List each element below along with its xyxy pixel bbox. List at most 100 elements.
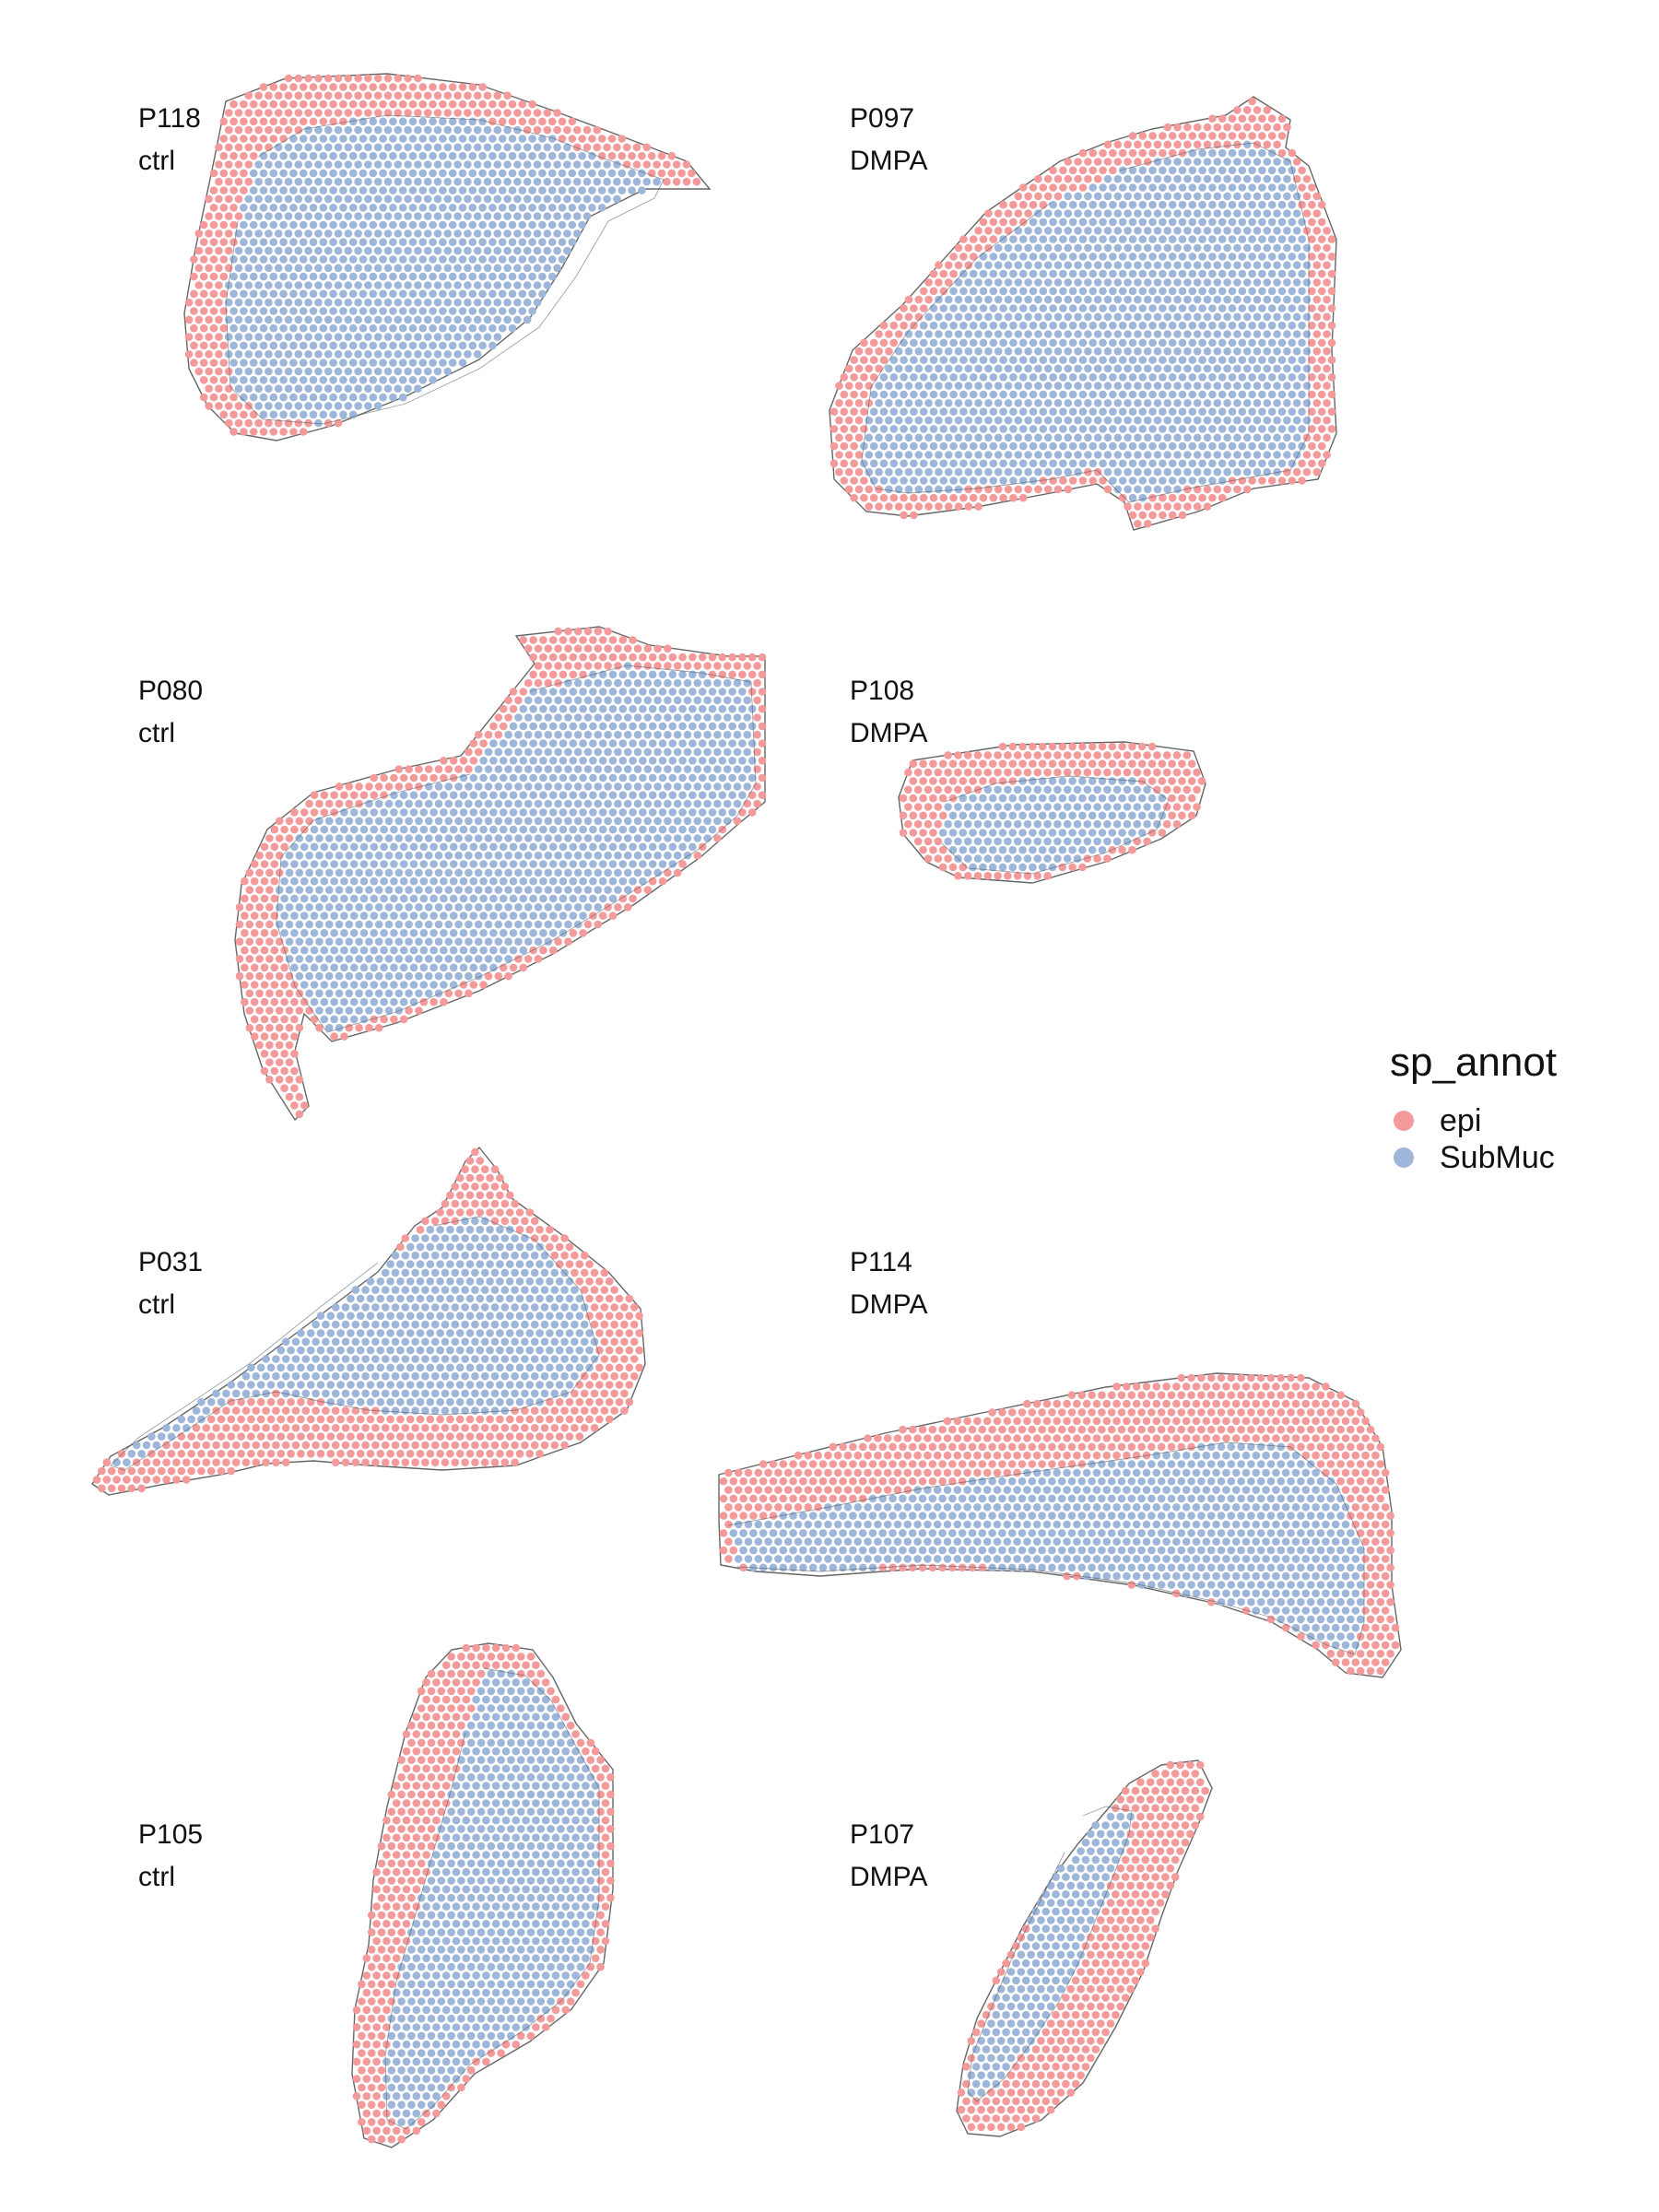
submucosa-spot xyxy=(648,688,657,696)
submucosa-spot xyxy=(1283,192,1291,201)
submucosa-spot xyxy=(305,955,313,963)
submucosa-spot xyxy=(269,255,278,264)
submucosa-spot xyxy=(384,920,394,929)
epithelium-spot xyxy=(433,109,442,117)
submucosa-spot xyxy=(935,416,943,425)
submucosa-spot xyxy=(479,842,488,852)
epithelium-spot xyxy=(667,151,677,160)
submucosa-spot xyxy=(409,808,418,817)
epithelium-spot xyxy=(974,502,982,511)
submucosa-spot xyxy=(1088,425,1098,433)
submucosa-spot xyxy=(389,135,397,143)
submucosa-spot xyxy=(1128,794,1136,803)
submucosa-spot xyxy=(398,359,407,367)
submucosa-spot xyxy=(383,281,393,289)
submucosa-spot xyxy=(414,125,422,135)
epithelium-spot xyxy=(1213,485,1222,494)
submucosa-spot xyxy=(939,304,948,312)
submucosa-spot xyxy=(914,451,924,459)
submucosa-spot xyxy=(319,204,328,212)
submucosa-spot xyxy=(1277,390,1287,399)
epithelium-spot xyxy=(1213,123,1222,132)
submucosa-spot xyxy=(408,341,418,350)
submucosa-spot xyxy=(1109,441,1117,451)
epithelium-spot xyxy=(199,255,208,264)
submucosa-spot xyxy=(1078,200,1088,209)
epithelium-spot xyxy=(205,246,213,255)
submucosa-spot xyxy=(454,937,463,946)
submucosa-spot xyxy=(1078,459,1088,468)
epithelium-spot xyxy=(984,227,993,235)
submucosa-spot xyxy=(1043,227,1053,235)
submucosa-spot xyxy=(448,289,457,299)
submucosa-spot xyxy=(399,791,408,799)
submucosa-spot xyxy=(249,393,258,402)
submucosa-spot xyxy=(1088,811,1097,820)
submucosa-spot xyxy=(683,765,692,773)
submucosa-spot xyxy=(1099,338,1107,347)
submucosa-spot xyxy=(384,989,394,998)
epithelium-spot xyxy=(969,235,978,243)
epithelium-spot xyxy=(219,186,229,194)
submucosa-spot xyxy=(1238,200,1247,209)
submucosa-spot xyxy=(1292,261,1301,270)
submucosa-spot xyxy=(399,997,408,1006)
submucosa-spot xyxy=(330,1015,338,1024)
submucosa-spot xyxy=(504,730,512,739)
submucosa-spot xyxy=(633,782,642,791)
submucosa-spot xyxy=(499,946,508,955)
epithelium-spot xyxy=(499,704,508,713)
submucosa-spot xyxy=(1049,235,1057,243)
epithelium-spot xyxy=(938,811,947,820)
submucosa-spot xyxy=(284,384,293,394)
epithelium-spot xyxy=(224,418,233,428)
epithelium-spot xyxy=(250,981,259,989)
epithelium-spot xyxy=(199,393,208,402)
submucosa-spot xyxy=(1203,278,1212,287)
submucosa-spot xyxy=(668,825,677,834)
submucosa-spot xyxy=(464,143,472,152)
submucosa-spot xyxy=(335,817,344,826)
submucosa-spot xyxy=(1188,218,1197,227)
epithelium-spot xyxy=(594,627,603,636)
submucosa-spot xyxy=(1173,295,1182,304)
epithelium-spot xyxy=(304,74,312,83)
submucosa-spot xyxy=(1093,227,1102,235)
epithelium-spot xyxy=(1277,114,1287,123)
epithelium-spot xyxy=(229,186,238,194)
submucosa-spot xyxy=(1203,158,1212,166)
submucosa-spot xyxy=(1049,407,1057,417)
submucosa-spot xyxy=(639,808,647,817)
submucosa-spot xyxy=(503,315,512,324)
submucosa-spot xyxy=(1068,269,1077,278)
epithelium-spot xyxy=(1074,174,1082,183)
submucosa-spot xyxy=(319,151,328,160)
submucosa-spot xyxy=(1064,467,1073,477)
submucosa-spot xyxy=(285,886,294,894)
submucosa-spot xyxy=(1213,416,1222,425)
submucosa-spot xyxy=(1138,304,1147,312)
epithelium-spot xyxy=(1043,485,1053,494)
submucosa-spot xyxy=(743,696,752,705)
epithelium-spot xyxy=(1298,200,1306,209)
submucosa-spot xyxy=(1024,295,1032,304)
submucosa-spot xyxy=(1049,253,1057,261)
epithelium-spot xyxy=(404,109,412,117)
submucosa-spot xyxy=(1273,174,1281,183)
submucosa-spot xyxy=(369,393,378,402)
epithelium-spot xyxy=(1073,751,1082,759)
submucosa-spot xyxy=(295,851,304,860)
submucosa-spot xyxy=(653,713,662,722)
submucosa-spot xyxy=(979,253,988,261)
epithelium-spot xyxy=(444,765,453,773)
submucosa-spot xyxy=(1288,373,1297,382)
submucosa-spot xyxy=(518,255,527,264)
submucosa-spot xyxy=(1134,485,1142,494)
submucosa-spot xyxy=(443,194,453,204)
submucosa-spot xyxy=(414,384,422,394)
submucosa-spot xyxy=(1288,218,1297,227)
submucosa-spot xyxy=(894,416,903,425)
submucosa-spot xyxy=(374,817,383,826)
epithelium-spot xyxy=(667,169,677,178)
submucosa-spot xyxy=(465,782,473,791)
